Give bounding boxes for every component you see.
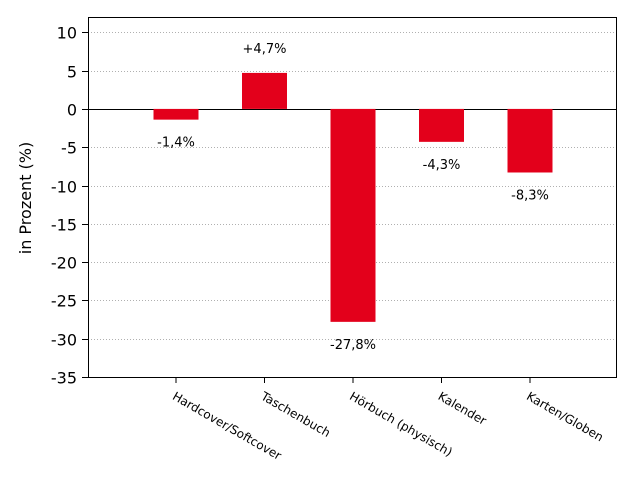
x-tick-label: Karten/Globen (524, 389, 606, 444)
x-tick-label: Kalender (436, 389, 489, 428)
y-axis-ticks: 10 5 0 -5 -10 -15 -20 -25 -30 -35 (51, 24, 88, 388)
bar (507, 108, 553, 173)
plot-frame (88, 17, 617, 378)
data-label: -8,3% (511, 188, 549, 203)
y-tick-label: -20 (51, 254, 77, 273)
y-tick-label: -25 (51, 292, 77, 311)
y-axis-title: in Prozent (%) (16, 142, 35, 254)
bar (242, 72, 287, 109)
bar (153, 108, 199, 120)
y-tick-label: -10 (51, 178, 77, 197)
y-tick-label: -30 (51, 331, 77, 350)
y-tick-label: 5 (67, 63, 77, 82)
data-labels: -1,4% +4,7% -27,8% -4,3% -8,3% (157, 42, 549, 353)
bar (419, 108, 464, 142)
x-tick-label: Taschenbuch (258, 389, 333, 440)
data-label: -1,4% (157, 136, 195, 151)
y-tick-label: 0 (67, 101, 77, 120)
data-label: +4,7% (243, 42, 287, 57)
bars (153, 72, 553, 322)
data-label: -4,3% (423, 158, 461, 173)
data-label: -27,8% (330, 338, 376, 353)
y-tick-label: -5 (61, 139, 77, 158)
y-tick-label: -35 (51, 369, 77, 388)
y-tick-label: 10 (57, 24, 77, 43)
bar (330, 108, 376, 322)
y-tick-label: -15 (51, 216, 77, 235)
